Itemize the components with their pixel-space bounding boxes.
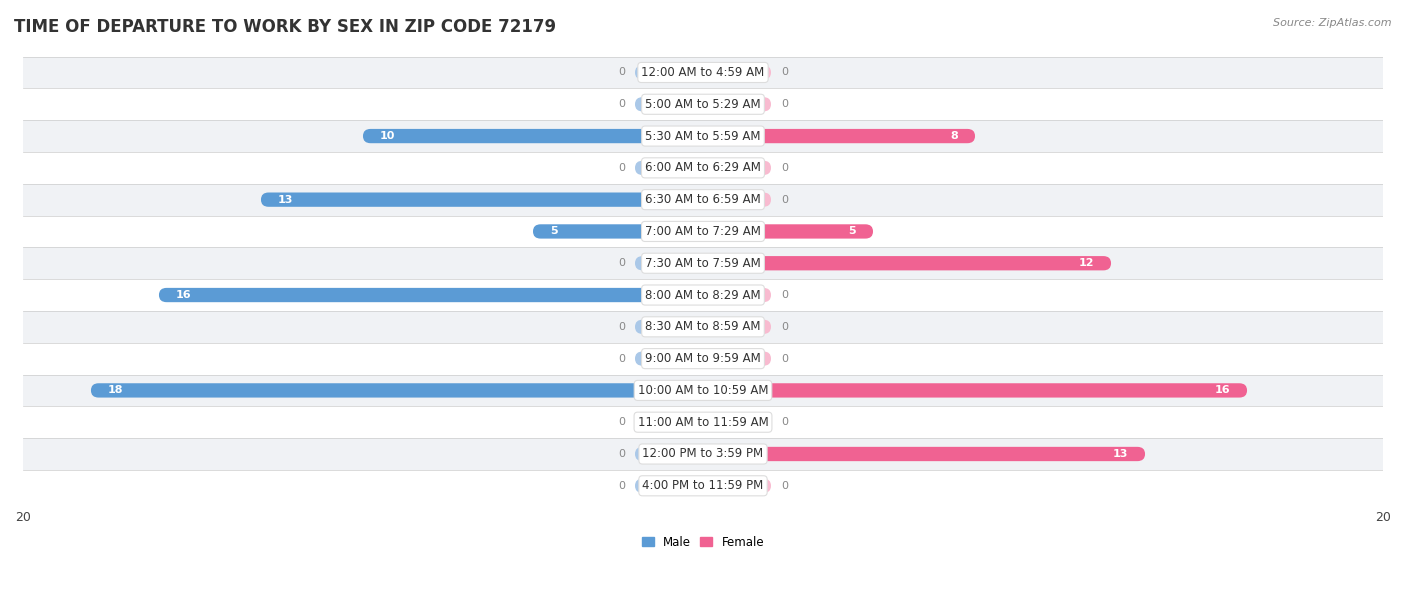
FancyBboxPatch shape xyxy=(703,161,770,175)
Text: 0: 0 xyxy=(782,322,789,332)
Text: 11:00 AM to 11:59 AM: 11:00 AM to 11:59 AM xyxy=(638,416,768,429)
FancyBboxPatch shape xyxy=(636,256,703,270)
Text: 8:30 AM to 8:59 AM: 8:30 AM to 8:59 AM xyxy=(645,320,761,333)
Text: 12:00 PM to 3:59 PM: 12:00 PM to 3:59 PM xyxy=(643,447,763,460)
FancyBboxPatch shape xyxy=(636,415,703,429)
Text: 16: 16 xyxy=(1215,386,1230,396)
Text: 13: 13 xyxy=(1112,449,1128,459)
Text: 5:30 AM to 5:59 AM: 5:30 AM to 5:59 AM xyxy=(645,129,761,143)
Text: 4:00 PM to 11:59 PM: 4:00 PM to 11:59 PM xyxy=(643,479,763,492)
Text: 0: 0 xyxy=(782,481,789,491)
FancyBboxPatch shape xyxy=(22,120,1384,152)
Text: 0: 0 xyxy=(782,417,789,427)
FancyBboxPatch shape xyxy=(22,152,1384,184)
FancyBboxPatch shape xyxy=(703,288,770,302)
Text: 20: 20 xyxy=(15,511,31,525)
Text: 0: 0 xyxy=(782,99,789,109)
Text: 0: 0 xyxy=(617,481,624,491)
FancyBboxPatch shape xyxy=(636,97,703,112)
FancyBboxPatch shape xyxy=(22,343,1384,374)
Text: 8:00 AM to 8:29 AM: 8:00 AM to 8:29 AM xyxy=(645,289,761,302)
FancyBboxPatch shape xyxy=(262,192,703,207)
FancyBboxPatch shape xyxy=(22,311,1384,343)
FancyBboxPatch shape xyxy=(22,374,1384,406)
FancyBboxPatch shape xyxy=(159,288,703,302)
Text: 0: 0 xyxy=(617,163,624,173)
FancyBboxPatch shape xyxy=(22,56,1384,89)
FancyBboxPatch shape xyxy=(703,256,1111,270)
FancyBboxPatch shape xyxy=(91,383,703,397)
FancyBboxPatch shape xyxy=(703,352,770,366)
Text: 5: 5 xyxy=(848,226,856,236)
Text: 6:30 AM to 6:59 AM: 6:30 AM to 6:59 AM xyxy=(645,193,761,206)
Text: 0: 0 xyxy=(617,417,624,427)
FancyBboxPatch shape xyxy=(703,65,770,80)
FancyBboxPatch shape xyxy=(22,279,1384,311)
Text: 13: 13 xyxy=(278,195,294,205)
Text: 6:00 AM to 6:29 AM: 6:00 AM to 6:29 AM xyxy=(645,162,761,175)
Text: 12:00 AM to 4:59 AM: 12:00 AM to 4:59 AM xyxy=(641,66,765,79)
Text: 8: 8 xyxy=(950,131,957,141)
Text: 0: 0 xyxy=(617,68,624,77)
Text: 0: 0 xyxy=(782,290,789,300)
Text: Source: ZipAtlas.com: Source: ZipAtlas.com xyxy=(1274,18,1392,28)
FancyBboxPatch shape xyxy=(636,65,703,80)
FancyBboxPatch shape xyxy=(533,225,703,239)
Text: 0: 0 xyxy=(617,353,624,364)
FancyBboxPatch shape xyxy=(22,470,1384,502)
FancyBboxPatch shape xyxy=(636,320,703,334)
FancyBboxPatch shape xyxy=(363,129,703,143)
FancyBboxPatch shape xyxy=(22,438,1384,470)
Text: 0: 0 xyxy=(617,99,624,109)
FancyBboxPatch shape xyxy=(636,447,703,461)
FancyBboxPatch shape xyxy=(22,406,1384,438)
FancyBboxPatch shape xyxy=(703,129,974,143)
Text: TIME OF DEPARTURE TO WORK BY SEX IN ZIP CODE 72179: TIME OF DEPARTURE TO WORK BY SEX IN ZIP … xyxy=(14,18,557,36)
FancyBboxPatch shape xyxy=(22,216,1384,247)
Text: 0: 0 xyxy=(782,195,789,205)
FancyBboxPatch shape xyxy=(703,320,770,334)
FancyBboxPatch shape xyxy=(703,447,1144,461)
FancyBboxPatch shape xyxy=(636,161,703,175)
Text: 20: 20 xyxy=(1375,511,1391,525)
Text: 7:00 AM to 7:29 AM: 7:00 AM to 7:29 AM xyxy=(645,225,761,238)
FancyBboxPatch shape xyxy=(703,415,770,429)
FancyBboxPatch shape xyxy=(636,352,703,366)
FancyBboxPatch shape xyxy=(22,247,1384,279)
Text: 12: 12 xyxy=(1078,258,1094,268)
Text: 5:00 AM to 5:29 AM: 5:00 AM to 5:29 AM xyxy=(645,98,761,110)
Text: 5: 5 xyxy=(550,226,558,236)
Legend: Male, Female: Male, Female xyxy=(637,531,769,554)
Text: 0: 0 xyxy=(782,68,789,77)
Text: 7:30 AM to 7:59 AM: 7:30 AM to 7:59 AM xyxy=(645,257,761,270)
FancyBboxPatch shape xyxy=(703,97,770,112)
Text: 0: 0 xyxy=(782,353,789,364)
FancyBboxPatch shape xyxy=(703,383,1247,397)
FancyBboxPatch shape xyxy=(703,479,770,493)
FancyBboxPatch shape xyxy=(636,479,703,493)
FancyBboxPatch shape xyxy=(22,89,1384,120)
Text: 9:00 AM to 9:59 AM: 9:00 AM to 9:59 AM xyxy=(645,352,761,365)
Text: 16: 16 xyxy=(176,290,191,300)
Text: 18: 18 xyxy=(108,386,124,396)
Text: 0: 0 xyxy=(782,163,789,173)
Text: 0: 0 xyxy=(617,322,624,332)
Text: 10:00 AM to 10:59 AM: 10:00 AM to 10:59 AM xyxy=(638,384,768,397)
FancyBboxPatch shape xyxy=(703,192,770,207)
FancyBboxPatch shape xyxy=(22,184,1384,216)
Text: 0: 0 xyxy=(617,258,624,268)
FancyBboxPatch shape xyxy=(703,225,873,239)
Text: 10: 10 xyxy=(380,131,395,141)
Text: 0: 0 xyxy=(617,449,624,459)
